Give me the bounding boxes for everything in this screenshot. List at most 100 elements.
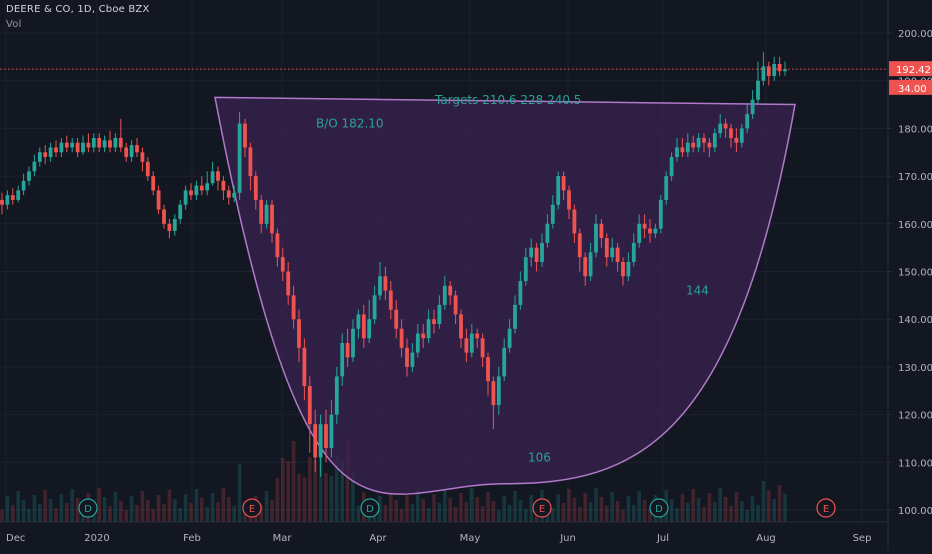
volume-bar	[383, 505, 388, 522]
earnings-marker-letter: E	[823, 504, 829, 515]
earnings-marker-letter: E	[539, 504, 545, 515]
dividend-marker-letter: D	[655, 504, 663, 515]
volume-bar	[281, 458, 285, 522]
candle-body	[394, 309, 399, 329]
volume-bar	[291, 441, 296, 522]
candle-body	[378, 276, 382, 296]
volume-bar	[97, 488, 101, 522]
price-tick-label: 140.00	[898, 315, 932, 326]
candle-body	[372, 295, 377, 320]
symbol-line: DEERE & CO, 1D, Cboe BZX	[6, 4, 150, 15]
volume-bar	[178, 508, 182, 522]
candle-body	[91, 137, 96, 148]
candle-body	[64, 142, 69, 148]
time-tick-label: Jun	[559, 533, 576, 544]
volume-bar	[551, 508, 555, 522]
candle-body	[415, 333, 420, 353]
candle-body	[491, 381, 496, 406]
volume-bar	[761, 481, 766, 522]
cup-pattern	[214, 96, 796, 495]
candle-body	[459, 314, 463, 339]
volume-badge	[889, 79, 932, 95]
volume-bar	[734, 492, 739, 522]
volume-bar	[470, 488, 474, 522]
volume-bar	[518, 500, 523, 522]
candle-body	[653, 228, 658, 234]
volume-bar	[102, 497, 107, 522]
event-marker-earnings: E	[816, 498, 836, 518]
candle-body	[783, 69, 787, 72]
volume-bar	[497, 510, 501, 522]
price-tick-label: 180.00	[898, 124, 932, 135]
candle-body	[334, 376, 339, 415]
candle-body	[745, 114, 750, 129]
candle-body	[237, 123, 242, 193]
candle-body	[599, 223, 604, 239]
candle-body	[567, 190, 571, 210]
volume-bar	[124, 510, 128, 522]
annotation-label: Targets 210.6 228 240.5	[434, 93, 581, 107]
volume-bar	[783, 494, 787, 522]
candle-body	[453, 295, 458, 315]
candle-body	[550, 204, 555, 224]
candle-body	[32, 161, 37, 172]
candle-body	[183, 190, 188, 205]
volume-bar	[70, 489, 74, 522]
volume-bar	[75, 498, 80, 522]
candle-body	[145, 161, 150, 177]
candle-body	[16, 190, 21, 200]
volume-bar	[464, 502, 469, 522]
volume-bar	[448, 498, 452, 522]
volume-bar	[183, 494, 188, 522]
candle-body	[75, 142, 80, 153]
candle-body	[631, 242, 636, 262]
candle-body	[696, 137, 701, 148]
volume-bar	[740, 501, 744, 522]
candle-body	[712, 133, 717, 148]
candle-body	[523, 257, 528, 282]
candle-body	[399, 328, 404, 348]
dividend-marker-letter: D	[84, 504, 92, 515]
volume-bar	[572, 498, 577, 522]
volume-bar	[680, 494, 685, 522]
candle-body	[577, 233, 582, 258]
candle-body	[221, 180, 226, 191]
volume-bar	[686, 503, 690, 522]
candle-body	[199, 185, 204, 191]
candle-body	[275, 233, 280, 258]
volume-bar	[637, 491, 641, 522]
candle-body	[313, 424, 318, 458]
volume-bar	[723, 497, 728, 522]
candle-body	[518, 281, 523, 305]
volume-bar	[16, 491, 20, 522]
candle-body	[129, 145, 134, 158]
candle-body	[37, 152, 42, 162]
volume-bar	[356, 506, 361, 522]
volume-bar	[642, 500, 647, 522]
volume-bar	[399, 509, 404, 522]
time-tick-label: Apr	[369, 533, 387, 544]
volume-bar	[410, 504, 415, 522]
candle-body	[480, 338, 485, 358]
candle-body	[194, 185, 199, 196]
volume-bar	[713, 502, 717, 522]
candle-body	[675, 147, 679, 158]
price-tick-label: 160.00	[898, 220, 932, 231]
volume-bar	[11, 505, 15, 522]
dividend-marker-ring	[78, 498, 98, 518]
candle-body	[680, 147, 685, 153]
candle-body	[140, 152, 145, 162]
candle-body	[10, 195, 15, 200]
candle-body	[48, 147, 53, 158]
candle-body	[113, 137, 118, 148]
candle-body	[475, 333, 480, 339]
price-tick-label: 110.00	[898, 458, 932, 469]
candle-body	[772, 64, 777, 76]
candle-body	[739, 128, 744, 143]
volume-bar	[345, 439, 350, 522]
candle-body	[615, 247, 620, 262]
candle-body	[502, 347, 507, 377]
event-marker-dividend: D	[360, 498, 380, 518]
volume-bar	[329, 476, 334, 522]
